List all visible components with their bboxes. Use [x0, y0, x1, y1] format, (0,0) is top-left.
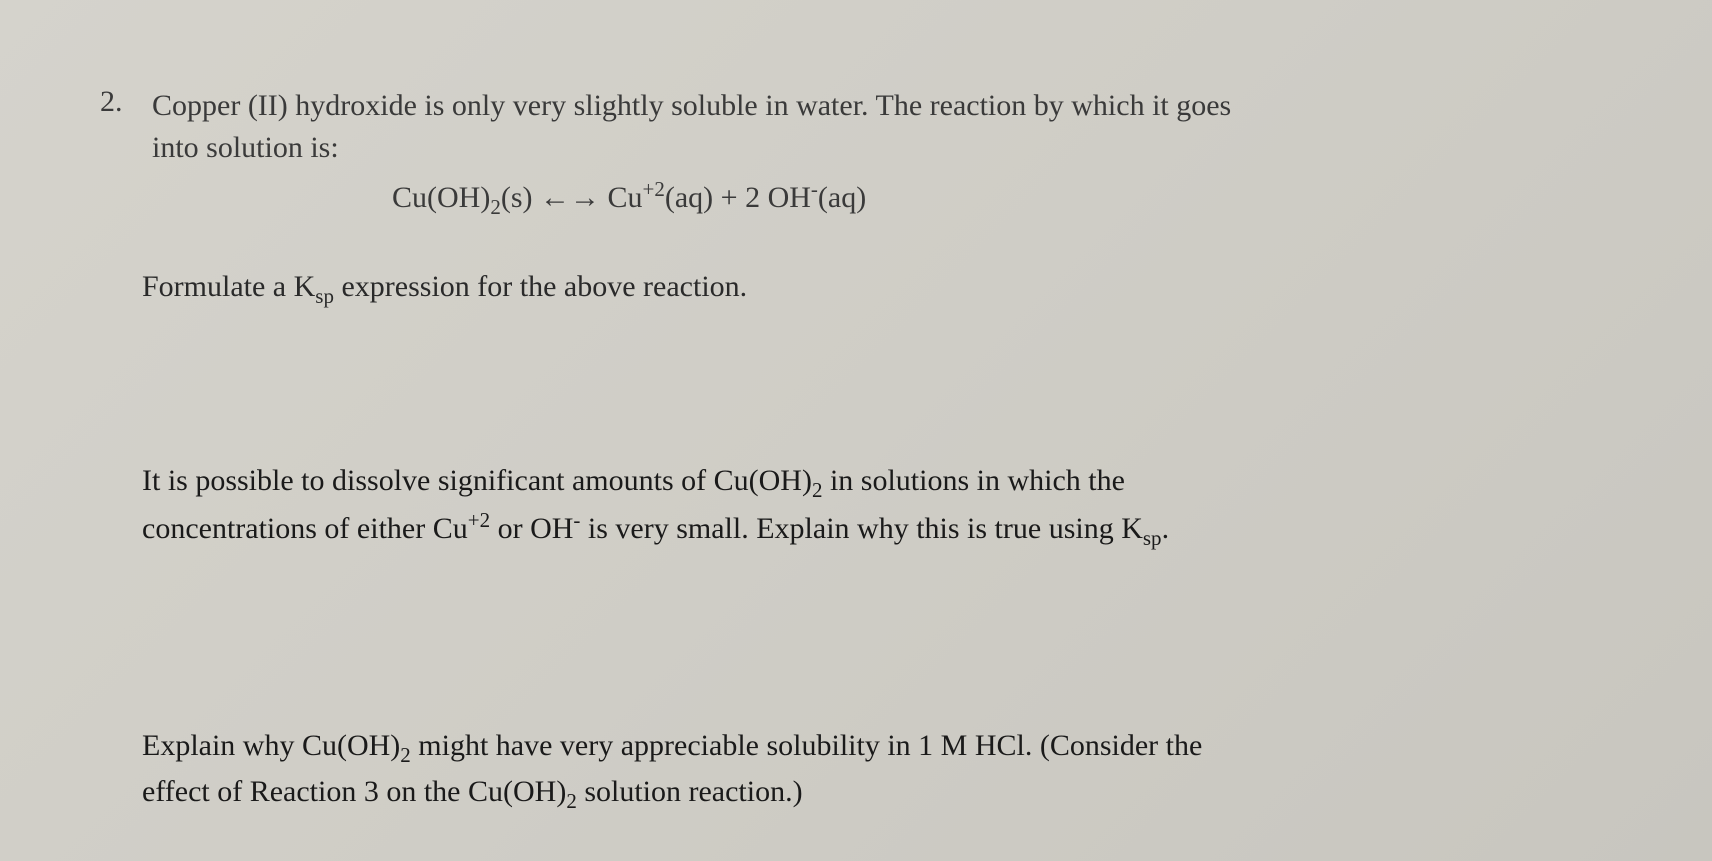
p2-l1-sub: 2: [812, 478, 823, 502]
formulate-part1: Formulate a K: [142, 270, 315, 303]
formulate-sub: sp: [315, 284, 334, 308]
eq-arrow-right: →: [570, 181, 600, 214]
p3-l1b: might have very appreciable solubility i…: [411, 729, 1203, 762]
p2-l2b: or OH: [490, 512, 573, 545]
formulate-prompt: Formulate a Ksp expression for the above…: [142, 270, 1612, 309]
paragraph-2: It is possible to dissolve significant a…: [142, 459, 1612, 554]
eq-rhs2-compound: OH: [768, 181, 811, 214]
intro-line1: Copper (II) hydroxide is only very sligh…: [152, 89, 1231, 122]
chemical-equation: Cu(OH)2(s) ←→ Cu+2(aq) + 2 OH-(aq): [392, 177, 1612, 220]
eq-rhs1-state: (aq): [665, 181, 713, 214]
p3-l1-sub: 2: [400, 743, 411, 767]
eq-lhs-sub: 2: [490, 195, 501, 219]
eq-lhs-state: (s): [501, 181, 533, 214]
eq-lhs-compound: Cu(OH): [392, 181, 490, 214]
question-content: Copper (II) hydroxide is only very sligh…: [152, 85, 1612, 817]
p3-l2b: solution reaction.): [577, 775, 803, 808]
p2-l2a: concentrations of either Cu: [142, 512, 468, 545]
intro-text: Copper (II) hydroxide is only very sligh…: [152, 85, 1612, 169]
eq-rhs1-sup: +2: [643, 177, 665, 201]
eq-rhs2-state: (aq): [818, 181, 866, 214]
paragraph-3: Explain why Cu(OH)2 might have very appr…: [142, 724, 1612, 817]
p3-l1a: Explain why Cu(OH): [142, 729, 400, 762]
eq-rhs2-coef: 2: [745, 181, 768, 214]
p2-l2d: .: [1162, 512, 1170, 545]
eq-rhs2-sup: -: [811, 177, 818, 201]
eq-plus: +: [713, 181, 745, 214]
p3-l2-sub: 2: [566, 789, 577, 813]
p2-l2c: is very small. Explain why this is true …: [580, 512, 1142, 545]
formulate-part2: expression for the above reaction.: [334, 270, 747, 303]
p2-l2-sup: +2: [468, 508, 490, 532]
eq-arrow-left: ←: [540, 181, 570, 214]
question-number: 2.: [100, 85, 123, 119]
p2-l2-sub: sp: [1143, 526, 1162, 550]
p3-l2a: effect of Reaction 3 on the Cu(OH): [142, 775, 566, 808]
eq-rhs1-compound: Cu: [607, 181, 642, 214]
p2-l1a: It is possible to dissolve significant a…: [142, 464, 812, 497]
intro-line2: into solution is:: [152, 131, 339, 164]
p2-l1b: in solutions in which the: [822, 464, 1125, 497]
